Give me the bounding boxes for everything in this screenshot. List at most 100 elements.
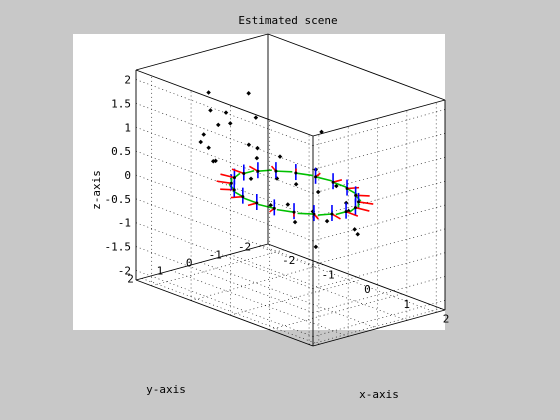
x-tick-label: -2: [282, 254, 295, 267]
x-tick-label: 0: [364, 283, 371, 296]
y-tick-label: -1: [209, 248, 222, 261]
grid-line: [151, 249, 284, 287]
pose-axis-green: [335, 210, 347, 216]
grid-line: [312, 204, 446, 242]
y-tick-label: 0: [186, 256, 193, 269]
pose-axis-green: [332, 181, 348, 189]
pose-center: [330, 212, 334, 216]
box-edge: [135, 279, 314, 347]
pose-axis-green: [243, 169, 255, 175]
data-point: [334, 183, 339, 189]
pose-center: [357, 200, 361, 204]
y-tick-label: -2: [238, 240, 251, 253]
pose-axis-red: [331, 213, 341, 220]
x-tick-label: 1: [403, 298, 410, 311]
pose-center: [292, 210, 296, 214]
box-edge: [135, 33, 269, 71]
z-tick-label: 0: [124, 169, 131, 182]
data-layer: [198, 90, 374, 250]
x-tick-label: -1: [321, 269, 334, 282]
pose-axis-red: [247, 202, 258, 207]
grid-line: [312, 109, 446, 146]
z-tick-label: -1.5: [105, 241, 132, 254]
pose-center: [242, 172, 246, 176]
pose-axis-green: [295, 172, 314, 177]
pose-axis-red: [358, 201, 374, 205]
data-point: [285, 202, 291, 207]
z-tick-label: 1.5: [111, 97, 131, 110]
box-edge: [267, 243, 446, 311]
grid-line: [308, 308, 442, 345]
box-edge: [135, 69, 314, 137]
grid-line: [190, 264, 324, 301]
pose-axis-green: [297, 212, 314, 215]
grid-line: [312, 276, 446, 313]
pose-center: [255, 201, 259, 205]
y-axis-label: y-axis: [146, 383, 186, 396]
pose-axis-red: [345, 210, 359, 217]
pose-axis-red: [332, 179, 343, 183]
data-point: [268, 202, 273, 208]
pose-axis-red: [248, 165, 259, 172]
back-grid: [135, 75, 446, 345]
pose-center: [353, 206, 357, 210]
data-point: [208, 108, 213, 113]
pose-center: [294, 171, 298, 175]
pose-center: [232, 176, 236, 180]
grid-line: [312, 180, 446, 218]
grid-line: [230, 278, 363, 316]
grid-line: [269, 293, 402, 331]
pose-center: [354, 193, 358, 197]
pose-axis-red: [230, 195, 243, 199]
box-edge: [312, 309, 446, 347]
data-point: [216, 122, 221, 128]
pose-axis-red: [216, 180, 232, 185]
chart-title: Estimated scene: [238, 14, 337, 27]
pose-axis-red: [220, 173, 235, 179]
pose-center: [256, 169, 260, 173]
pose-axis-red: [355, 206, 370, 212]
data-point: [292, 219, 298, 225]
data-point: [293, 181, 299, 187]
pose-center: [229, 181, 233, 185]
grid-line: [312, 228, 446, 266]
data-point: [277, 154, 283, 159]
pose-axis-green: [275, 170, 293, 173]
x-axis-label: x-axis: [359, 388, 399, 401]
data-point: [315, 189, 321, 195]
y-tick-label: 2: [127, 272, 134, 285]
pose-axis-green: [257, 169, 272, 173]
box-edge: [267, 33, 446, 101]
z-tick-label: -2: [118, 264, 131, 277]
grid-line: [312, 133, 446, 170]
x-tick-label: 2: [443, 313, 450, 326]
pose-axis-green: [315, 176, 333, 182]
plot-area: [73, 34, 445, 330]
pose-axis-red: [346, 186, 360, 190]
data-point: [228, 121, 233, 126]
pose-center: [232, 188, 236, 192]
pose-axis-green: [317, 213, 333, 216]
pose-center: [274, 169, 278, 173]
front-box-edges: [135, 33, 446, 311]
pose-axis-red: [231, 168, 245, 175]
box-edge: [312, 99, 446, 137]
pose-center: [344, 210, 348, 214]
grid-line: [312, 156, 446, 194]
z-axis-label: z-axis: [90, 170, 103, 210]
z-tick-label: 0.5: [111, 145, 131, 158]
y-tick-label: 1: [157, 264, 164, 277]
pose-center: [314, 175, 318, 179]
z-tick-label: -1: [118, 217, 131, 230]
pose-center: [345, 187, 349, 191]
grid-line: [312, 300, 446, 337]
box-edge: [135, 243, 269, 281]
z-tick-label: 2: [124, 74, 131, 87]
pose-center: [272, 206, 276, 210]
pose-axis-green: [242, 197, 258, 204]
z-tick-label: -0.5: [105, 193, 132, 206]
pose-center: [241, 195, 245, 199]
z-tick-label: 1: [124, 121, 131, 134]
